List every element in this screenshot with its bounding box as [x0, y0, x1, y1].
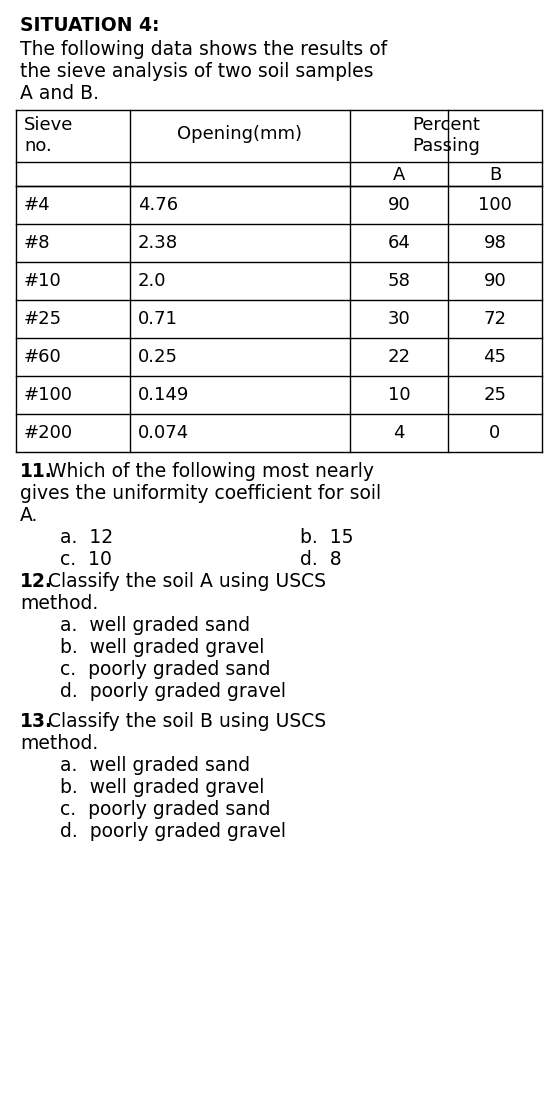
Text: Percent
Passing: Percent Passing: [412, 116, 480, 155]
Text: 2.0: 2.0: [138, 272, 166, 290]
Text: 90: 90: [388, 196, 410, 214]
Text: c.  10: c. 10: [60, 550, 112, 569]
Text: 0.71: 0.71: [138, 310, 178, 328]
Text: d.  poorly graded gravel: d. poorly graded gravel: [60, 682, 286, 701]
Text: 90: 90: [484, 272, 506, 290]
Text: #60: #60: [24, 348, 62, 366]
Text: 98: 98: [484, 234, 507, 252]
Text: d.  poorly graded gravel: d. poorly graded gravel: [60, 822, 286, 841]
Text: 58: 58: [388, 272, 411, 290]
Text: b.  15: b. 15: [300, 528, 354, 546]
Text: c.  poorly graded sand: c. poorly graded sand: [60, 800, 271, 819]
Text: 0.149: 0.149: [138, 386, 189, 404]
Text: gives the uniformity coefficient for soil: gives the uniformity coefficient for soi…: [20, 484, 381, 503]
Text: Classify the soil A using USCS: Classify the soil A using USCS: [48, 572, 326, 591]
Text: A: A: [393, 166, 405, 184]
Text: 4.76: 4.76: [138, 196, 178, 214]
Text: 2.38: 2.38: [138, 234, 178, 252]
Text: 25: 25: [483, 386, 507, 404]
Text: Opening(mm): Opening(mm): [177, 125, 302, 143]
Text: a.  well graded sand: a. well graded sand: [60, 756, 250, 775]
Text: A.: A.: [20, 506, 39, 525]
Text: b.  well graded gravel: b. well graded gravel: [60, 638, 264, 657]
Text: method.: method.: [20, 593, 98, 613]
Text: 10: 10: [388, 386, 410, 404]
Text: 45: 45: [483, 348, 507, 366]
Text: 4: 4: [393, 424, 405, 442]
Text: 22: 22: [387, 348, 411, 366]
Text: SITUATION 4:: SITUATION 4:: [20, 16, 160, 35]
Text: method.: method.: [20, 734, 98, 753]
Text: 72: 72: [483, 310, 507, 328]
Text: The following data shows the results of: The following data shows the results of: [20, 40, 387, 59]
Text: 0: 0: [489, 424, 501, 442]
Text: Classify the soil B using USCS: Classify the soil B using USCS: [48, 712, 326, 731]
Text: #200: #200: [24, 424, 73, 442]
Text: #10: #10: [24, 272, 62, 290]
Text: #8: #8: [24, 234, 51, 252]
Text: Which of the following most nearly: Which of the following most nearly: [48, 462, 374, 481]
Text: 64: 64: [388, 234, 411, 252]
Text: b.  well graded gravel: b. well graded gravel: [60, 778, 264, 797]
Text: 0.074: 0.074: [138, 424, 189, 442]
Text: 100: 100: [478, 196, 512, 214]
Text: Sieve
no.: Sieve no.: [24, 116, 73, 155]
Text: a.  well graded sand: a. well graded sand: [60, 616, 250, 635]
Text: B: B: [489, 166, 501, 184]
Text: 13.: 13.: [20, 712, 53, 731]
Text: 11.: 11.: [20, 462, 53, 481]
Text: c.  poorly graded sand: c. poorly graded sand: [60, 660, 271, 679]
Text: #100: #100: [24, 386, 73, 404]
Text: the sieve analysis of two soil samples: the sieve analysis of two soil samples: [20, 62, 373, 81]
Text: #4: #4: [24, 196, 51, 214]
Text: #25: #25: [24, 310, 62, 328]
Text: d.  8: d. 8: [300, 550, 341, 569]
Text: 0.25: 0.25: [138, 348, 178, 366]
Text: a.  12: a. 12: [60, 528, 113, 546]
Text: 12.: 12.: [20, 572, 53, 591]
Text: A and B.: A and B.: [20, 84, 99, 103]
Text: 30: 30: [388, 310, 410, 328]
